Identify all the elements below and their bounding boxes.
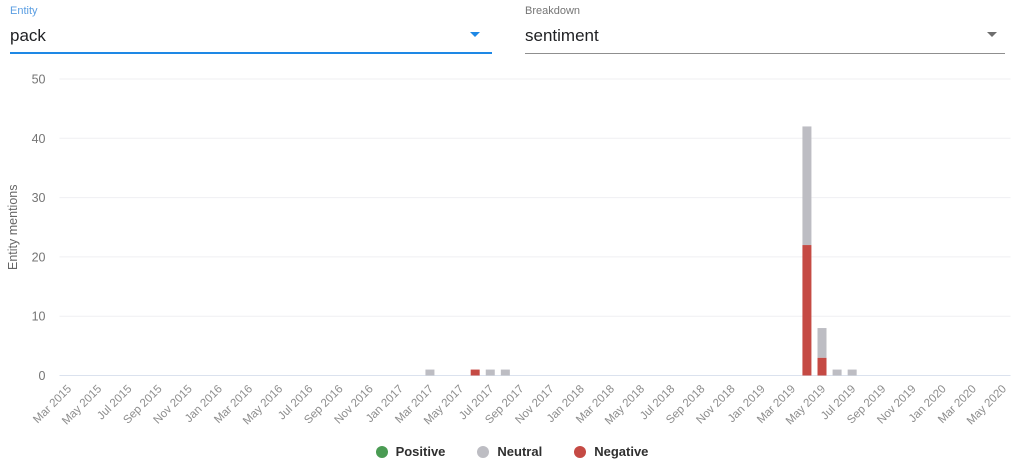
y-axis-title: Entity mentions [6, 185, 20, 270]
bar-neutral-Apr-2019 [802, 126, 812, 246]
legend-label: Neutral [497, 444, 543, 459]
y-tick-label: 30 [32, 191, 46, 205]
bar-neutral-May-2019 [817, 328, 827, 358]
legend-label: Negative [594, 444, 649, 459]
legend-item-positive: Positive [375, 444, 446, 459]
chart-legend: Positive Neutral Negative [0, 444, 1024, 459]
y-tick-label: 40 [32, 132, 46, 146]
breakdown-select[interactable]: Breakdown sentiment [525, 5, 1005, 54]
y-tick-label: 10 [32, 310, 46, 324]
legend-item-negative: Negative [574, 444, 648, 459]
chevron-down-icon [987, 32, 997, 37]
bar-neutral-Jul-2019 [847, 369, 857, 376]
y-tick-label: 20 [32, 250, 46, 264]
bar-negative-May-2019 [817, 357, 827, 376]
neutral-dot-icon [477, 445, 490, 458]
legend-label: Positive [395, 444, 446, 459]
breakdown-select-label: Breakdown [525, 5, 581, 17]
y-tick-label: 0 [39, 369, 46, 383]
bar-negative-Apr-2019 [802, 245, 812, 376]
bar-neutral-Jul-2017 [485, 369, 495, 376]
negative-dot-icon [574, 445, 587, 458]
bar-neutral-Aug-2017 [500, 369, 510, 376]
breakdown-select-value: sentiment [525, 26, 599, 45]
y-tick-label: 50 [32, 73, 46, 87]
chevron-down-icon [470, 32, 480, 37]
entity-select-value: pack [10, 26, 46, 45]
bar-negative-Jun-2017 [470, 369, 480, 376]
bar-neutral-Mar-2017 [425, 369, 435, 376]
entity-select-label: Entity [10, 5, 38, 17]
positive-dot-icon [375, 445, 388, 458]
entity-select[interactable]: Entity pack [10, 5, 492, 54]
bar-neutral-Jun-2019 [832, 369, 842, 376]
legend-item-neutral: Neutral [477, 444, 542, 459]
